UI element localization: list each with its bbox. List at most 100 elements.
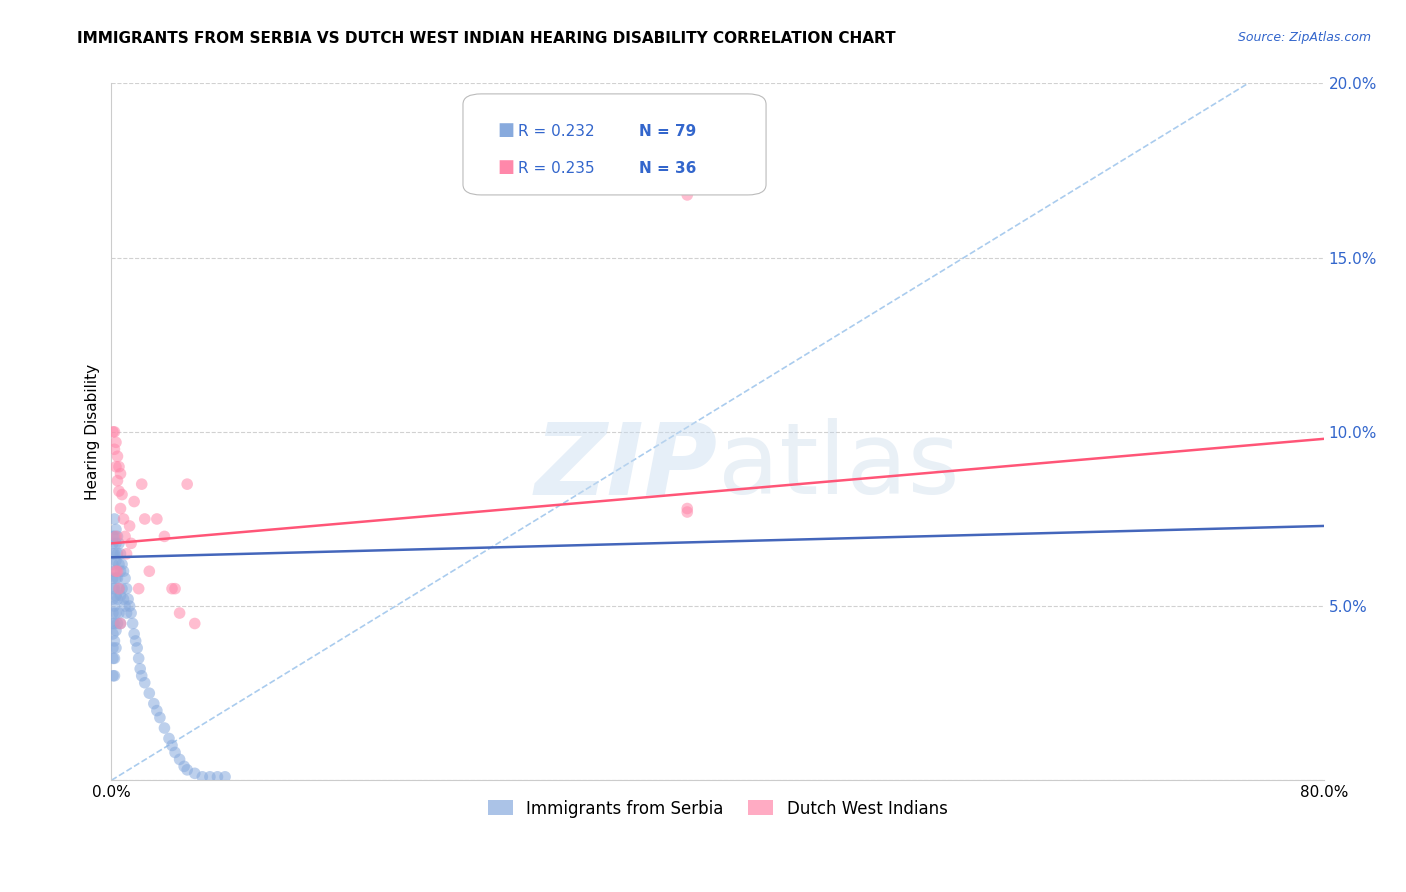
Point [101,529,124,543]
Point [134,512,156,526]
Point [129,662,152,676]
Point [146,512,169,526]
Point [101,571,124,585]
Point [118,599,141,613]
Point [115,547,138,561]
Point [115,606,138,620]
Point [104,564,127,578]
Point [103,529,125,543]
Point [131,669,153,683]
Point [110,589,132,603]
Point [173,759,195,773]
Point [165,746,187,760]
Point [103,582,125,596]
Point [108,582,131,596]
Point [214,770,236,784]
Point [108,484,131,499]
Point [110,616,132,631]
Point [104,640,127,655]
Y-axis label: Hearing Disability: Hearing Disability [86,364,100,500]
Point [108,558,131,572]
Point [103,547,125,561]
Point [112,592,135,607]
Point [104,459,127,474]
Point [103,669,125,683]
Point [157,731,180,746]
Point [111,582,134,596]
Point [146,704,169,718]
Point [115,582,138,596]
Text: N = 36: N = 36 [638,161,696,176]
Point [112,512,135,526]
Point [104,536,127,550]
Point [101,651,124,665]
Point [104,606,127,620]
Point [103,651,125,665]
Point [101,640,124,655]
Point [103,564,125,578]
Text: R = 0.232: R = 0.232 [517,124,595,139]
FancyBboxPatch shape [463,94,766,195]
Point [169,752,191,766]
Point [110,501,132,516]
Point [118,519,141,533]
Point [101,582,124,596]
Point [114,529,136,543]
Point [112,564,135,578]
Point [121,616,143,631]
Point [104,571,127,585]
Point [101,536,124,550]
Point [104,554,127,568]
Point [107,592,129,607]
Point [184,616,207,631]
Point [124,634,146,648]
Point [107,450,129,464]
Point [104,624,127,638]
Point [103,442,125,457]
Point [160,739,183,753]
Point [108,536,131,550]
Legend: Immigrants from Serbia, Dutch West Indians: Immigrants from Serbia, Dutch West India… [481,793,955,824]
Point [103,512,125,526]
Point [114,599,136,613]
Point [176,763,198,777]
Point [107,616,129,631]
Point [104,589,127,603]
Point [101,547,124,561]
Point [131,477,153,491]
Text: atlas: atlas [717,418,959,516]
Text: Source: ZipAtlas.com: Source: ZipAtlas.com [1237,31,1371,45]
Point [110,616,132,631]
Point [101,627,124,641]
Point [103,634,125,648]
Point [153,721,176,735]
Point [107,547,129,561]
Point [101,616,124,631]
Text: R = 0.235: R = 0.235 [517,161,595,176]
Text: ■: ■ [496,121,515,139]
Point [184,766,207,780]
Point [128,582,150,596]
Point [120,606,142,620]
Point [153,529,176,543]
Point [149,710,172,724]
Text: IMMIGRANTS FROM SERBIA VS DUTCH WEST INDIAN HEARING DISABILITY CORRELATION CHART: IMMIGRANTS FROM SERBIA VS DUTCH WEST IND… [77,31,896,46]
Point [165,582,187,596]
Point [104,523,127,537]
Point [676,505,699,519]
Point [198,770,221,784]
Point [108,606,131,620]
Point [111,487,134,501]
Point [104,435,127,450]
Point [160,582,183,596]
Point [120,536,142,550]
Point [128,651,150,665]
Text: ZIP: ZIP [534,418,717,516]
Point [122,494,145,508]
Point [101,592,124,607]
Point [101,425,124,439]
Point [111,558,134,572]
Point [134,675,156,690]
Point [207,770,229,784]
Point [110,564,132,578]
